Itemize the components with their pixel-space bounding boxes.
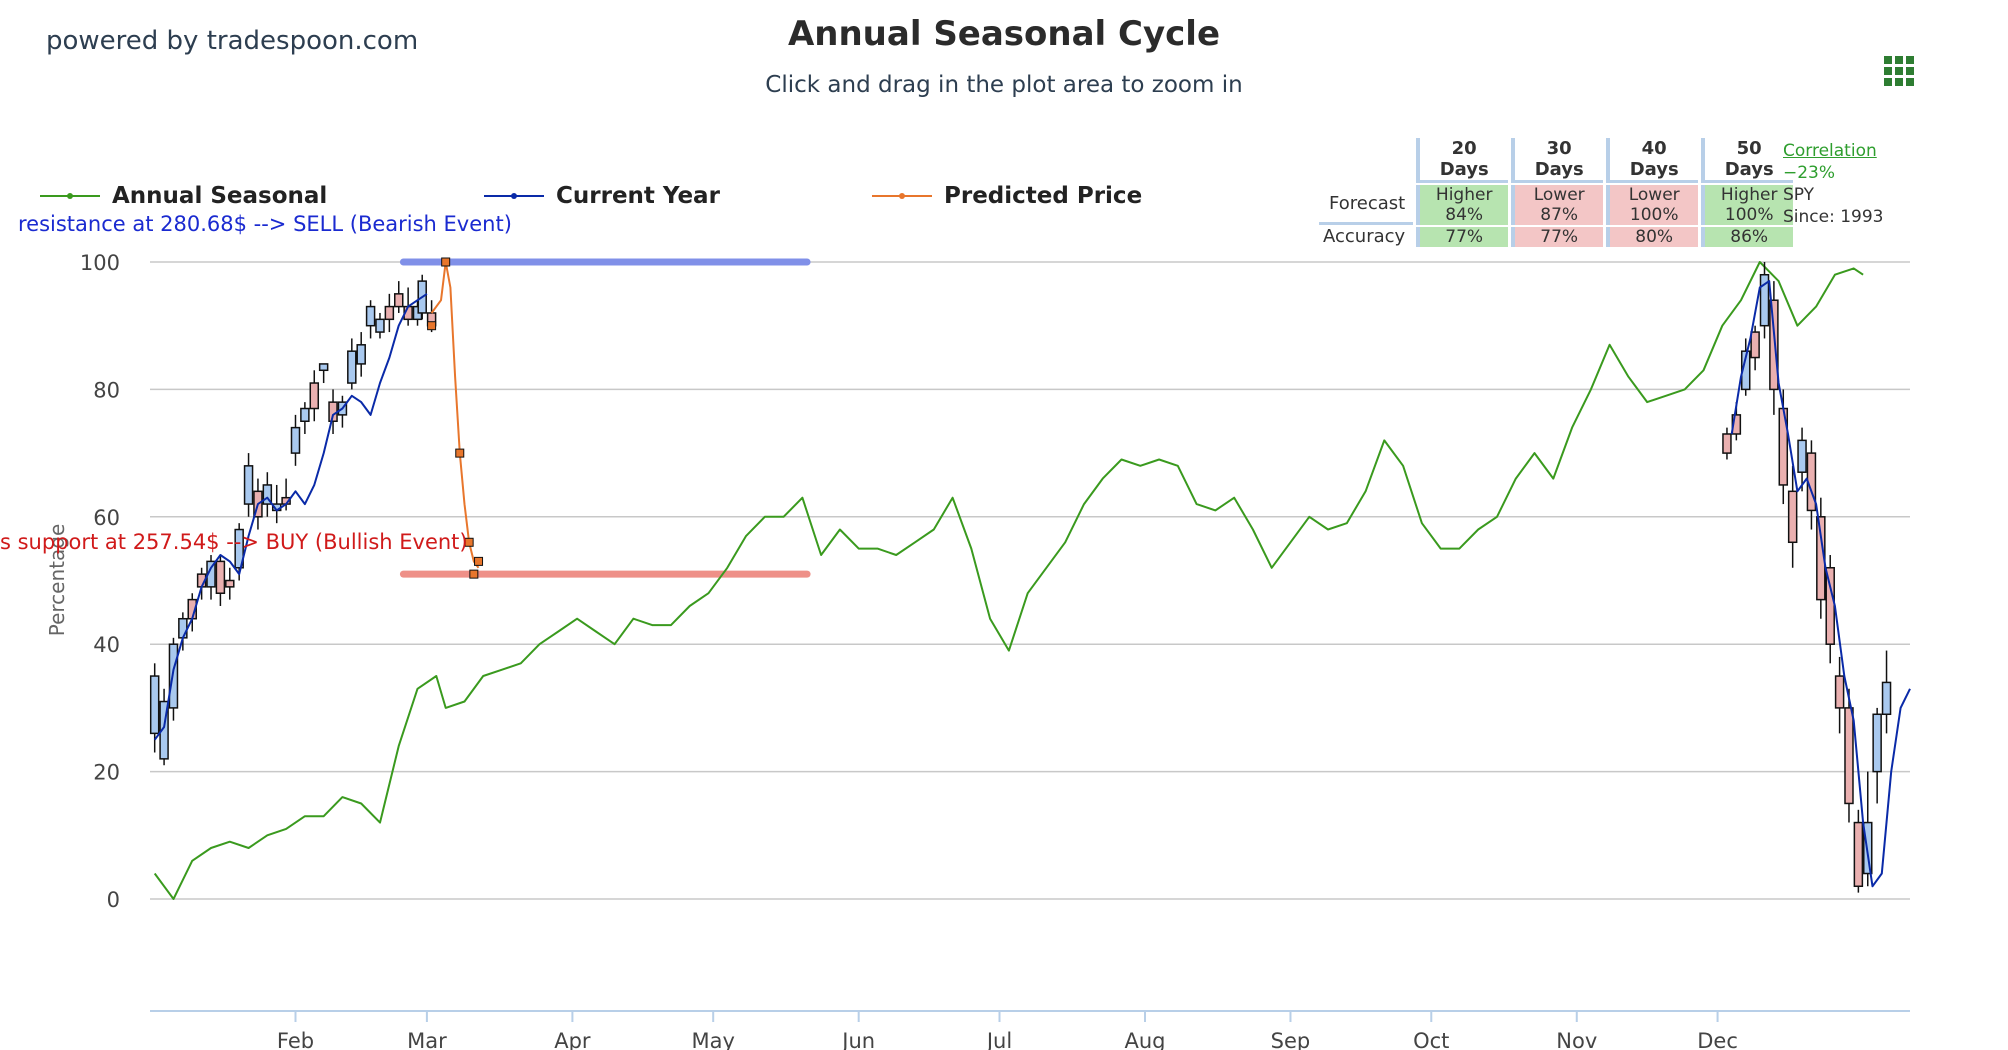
chart-title: Annual Seasonal Cycle bbox=[787, 14, 1221, 54]
candle-body bbox=[356, 344, 366, 365]
candle-body bbox=[347, 350, 357, 384]
candle-body bbox=[1787, 490, 1798, 544]
predicted-marker bbox=[441, 257, 451, 267]
y-tick-label: 0 bbox=[107, 888, 120, 912]
column-header: 20 Days bbox=[1416, 138, 1509, 183]
candle-body bbox=[384, 305, 395, 321]
y-tick-label: 80 bbox=[93, 378, 120, 402]
candle-body bbox=[1722, 433, 1732, 454]
candle-body bbox=[1834, 675, 1845, 709]
legend-annual-seasonal[interactable]: Annual Seasonal bbox=[40, 183, 327, 209]
candle-body bbox=[149, 675, 160, 735]
candle-body bbox=[243, 465, 254, 505]
annual-seasonal-line bbox=[153, 261, 1864, 900]
candle-body bbox=[1853, 821, 1864, 888]
forecast-cell: Lower 87% bbox=[1511, 185, 1604, 225]
accuracy-cell: 80% bbox=[1606, 227, 1699, 247]
candle-body bbox=[300, 407, 310, 423]
forecast-cell: Higher 100% bbox=[1701, 185, 1794, 225]
legend-label: Annual Seasonal bbox=[112, 183, 328, 209]
predicted-marker bbox=[474, 556, 484, 566]
candle-body bbox=[225, 579, 235, 588]
candle-body bbox=[1872, 713, 1882, 773]
candle-body bbox=[290, 426, 301, 454]
candle-body bbox=[234, 528, 244, 569]
current-year-line bbox=[153, 293, 428, 741]
y-tick-label: 20 bbox=[93, 761, 120, 785]
legend-predicted-price[interactable]: Predicted Price bbox=[872, 183, 1142, 209]
chart-menu-icon[interactable] bbox=[1884, 56, 1914, 86]
x-tick-label: Sep bbox=[1271, 1029, 1311, 1050]
candle-body bbox=[318, 363, 329, 372]
row-label-accuracy: Accuracy bbox=[1323, 226, 1406, 247]
candle-body bbox=[159, 700, 169, 760]
predicted-marker bbox=[464, 537, 474, 547]
legend-line-icon bbox=[484, 193, 544, 199]
column-header: 50 Days bbox=[1701, 138, 1794, 183]
row-label-forecast: Forecast bbox=[1319, 185, 1414, 225]
x-tick-label: Jun bbox=[840, 1029, 875, 1050]
x-tick-label: Mar bbox=[407, 1029, 447, 1050]
candle-body bbox=[1750, 331, 1760, 359]
support-annotation: s support at 257.54$ --> BUY (Bullish Ev… bbox=[0, 530, 468, 554]
candle-body bbox=[1759, 273, 1770, 327]
brand-text: powered by tradespoon.com bbox=[46, 26, 419, 56]
x-tick-label: Apr bbox=[554, 1029, 591, 1050]
forecast-cell: Lower 100% bbox=[1606, 185, 1699, 225]
candle-body bbox=[178, 617, 188, 639]
x-tick-label: Aug bbox=[1124, 1029, 1165, 1050]
y-tick-label: 40 bbox=[93, 633, 120, 657]
predicted-marker bbox=[427, 321, 437, 331]
x-tick-label: Oct bbox=[1413, 1029, 1449, 1050]
candle-body bbox=[1881, 681, 1892, 716]
forecast-cell: Higher 84% bbox=[1416, 185, 1509, 225]
candle-body bbox=[309, 382, 320, 410]
candle-body bbox=[215, 560, 226, 594]
accuracy-cell: 86% bbox=[1701, 227, 1794, 247]
legend-label: Predicted Price bbox=[944, 183, 1143, 209]
candle-body bbox=[365, 305, 376, 327]
correlation-box: Correlation −23% SPY Since: 1993 bbox=[1783, 140, 1884, 228]
accuracy-cell: 77% bbox=[1511, 227, 1604, 247]
candle-body bbox=[262, 484, 273, 505]
accuracy-cell: 77% bbox=[1416, 227, 1509, 247]
x-tick-label: Dec bbox=[1697, 1029, 1738, 1050]
resistance-annotation: resistance at 280.68$ --> SELL (Bearish … bbox=[18, 212, 512, 236]
legend-current-year[interactable]: Current Year bbox=[484, 183, 720, 209]
candle-body bbox=[375, 318, 385, 333]
predicted-marker bbox=[469, 569, 479, 579]
y-axis-label: Percentage bbox=[45, 524, 69, 637]
y-tick-label: 100 bbox=[80, 251, 120, 275]
y-tick-label: 60 bbox=[93, 506, 120, 530]
correlation-since: Since: 1993 bbox=[1783, 207, 1884, 227]
x-tick-label: Feb bbox=[277, 1029, 314, 1050]
legend-line-icon bbox=[872, 193, 932, 199]
x-tick-label: Jul bbox=[985, 1029, 1012, 1050]
column-header: 40 Days bbox=[1606, 138, 1699, 183]
x-tick-label: May bbox=[691, 1029, 734, 1050]
correlation-symbol: SPY bbox=[1783, 185, 1815, 205]
chart-subtitle: Click and drag in the plot area to zoom … bbox=[765, 72, 1243, 98]
predicted-marker bbox=[455, 448, 465, 458]
legend-line-icon bbox=[40, 193, 100, 199]
predicted-price-line bbox=[430, 261, 480, 569]
correlation-value: −23% bbox=[1783, 163, 1836, 183]
column-header: 30 Days bbox=[1511, 138, 1604, 183]
candle-body bbox=[393, 293, 404, 308]
candle-body bbox=[1844, 707, 1854, 805]
correlation-link[interactable]: Correlation bbox=[1783, 141, 1877, 161]
forecast-table: 20 Days 30 Days 40 Days 50 Days Forecast… bbox=[1316, 136, 1796, 249]
candle-body bbox=[1769, 299, 1779, 391]
legend-label: Current Year bbox=[556, 183, 720, 209]
current-year-line bbox=[1730, 280, 1911, 888]
candle-body bbox=[1797, 439, 1807, 473]
x-tick-label: Nov bbox=[1556, 1029, 1597, 1050]
